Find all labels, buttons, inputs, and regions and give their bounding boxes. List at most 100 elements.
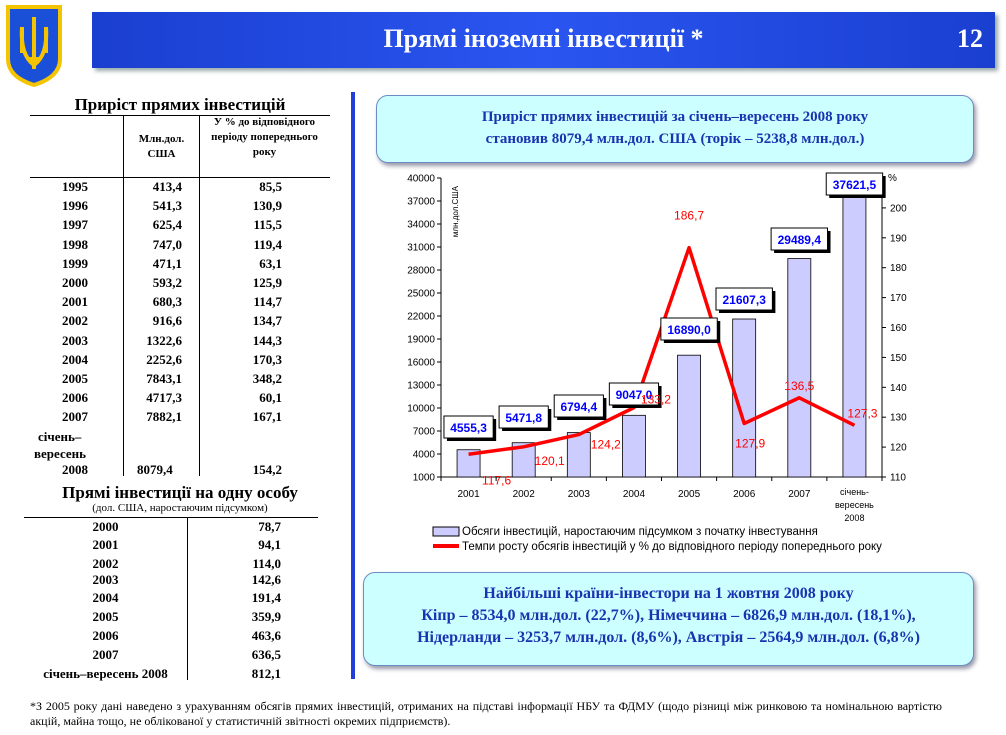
y-tick-label: 40000 xyxy=(407,174,435,185)
y2-tick-label: 120 xyxy=(890,443,907,454)
pct-cell: 144,3 xyxy=(252,332,282,348)
data-label-box xyxy=(770,227,829,251)
line-data-label: 117,6 xyxy=(482,473,511,487)
value-cell: 463,6 xyxy=(251,628,281,643)
period-cell: 2008 xyxy=(62,462,88,477)
x-tick-label: 2003 xyxy=(568,489,591,500)
value-cell: 636,5 xyxy=(251,647,281,662)
period-cell: 2003 xyxy=(92,572,119,587)
y-tick-label: 1000 xyxy=(413,473,436,484)
mln-cell: 916,6 xyxy=(152,313,182,329)
line-data-label: 136,5 xyxy=(784,379,814,393)
period-cell: 1995 xyxy=(62,179,88,194)
page-number: 12 xyxy=(957,24,983,53)
period-cell: 2001 xyxy=(62,294,88,310)
mln-cell: 7882,1 xyxy=(146,409,182,425)
period-cell: 2001 xyxy=(92,537,119,552)
summary-line: становив 8079,4 млн.дол. США (торік – 52… xyxy=(485,131,865,147)
legend-line-label: Темпи росту обсягів інвестицій у % до ві… xyxy=(462,541,882,553)
period-cell: 2000 xyxy=(62,275,88,290)
x-tick-label: січень- xyxy=(840,487,869,497)
vertical-divider xyxy=(351,92,355,679)
summary-line: Приріст прямих інвестицій за січень–вере… xyxy=(481,109,869,125)
mln-cell: 1322,6 xyxy=(146,332,182,348)
data-label-box xyxy=(660,317,718,341)
line-data-label: 186,7 xyxy=(674,209,704,223)
investment-chart: 1000 4000 7000 10000 13000 16000 19000 22000 250… xyxy=(407,172,907,553)
y2-tick-label: 150 xyxy=(890,353,907,364)
line-data-label: 120,1 xyxy=(535,454,565,468)
bar-data-label: 6794,4 xyxy=(560,400,597,414)
y-tick-label: 13000 xyxy=(407,381,435,392)
period-cell: 2004 xyxy=(92,590,119,605)
y2-tick-label: 110 xyxy=(890,473,906,484)
x-tick-label: 2004 xyxy=(623,489,646,500)
y-tick-label: 16000 xyxy=(407,358,435,369)
investors-line: Нідерланди – 3253,7 млн.дол. (8,6%), Авс… xyxy=(417,629,920,646)
bar xyxy=(842,195,867,478)
x-tick-label: 2001 xyxy=(457,489,480,500)
pct-cell: 134,7 xyxy=(252,313,282,329)
y-tick-label: 4000 xyxy=(413,450,436,461)
mln-cell: 4717,3 xyxy=(146,390,182,406)
divider xyxy=(30,177,330,178)
bar-data-label: 4555,3 xyxy=(450,421,487,435)
bar-data-label: 37621,5 xyxy=(833,178,877,192)
value-cell: 142,6 xyxy=(251,572,281,587)
pct-cell: 130,9 xyxy=(252,198,282,214)
bar xyxy=(677,354,701,478)
data-label-box xyxy=(443,415,494,439)
pct-cell: 115,5 xyxy=(253,217,282,233)
x-tick-label: 2008 xyxy=(844,513,864,523)
value-cell: 78,7 xyxy=(258,519,281,534)
investors-title: Найбільші країни-інвестори на 1 жовтня 2… xyxy=(483,585,854,602)
y-tick-label: 19000 xyxy=(407,335,435,346)
mln-cell: 625,4 xyxy=(152,217,182,233)
period-cell: 2007 xyxy=(92,647,119,662)
x-tick-label: 2002 xyxy=(513,489,536,500)
divider xyxy=(123,116,124,476)
slide-title: Прямі іноземні інвестиції * xyxy=(383,24,704,53)
bar xyxy=(511,442,536,478)
y-tick-label: 22000 xyxy=(407,312,435,323)
period-cell: 1998 xyxy=(62,236,88,252)
bar xyxy=(456,449,481,478)
divider xyxy=(187,518,188,680)
period-cell: січень–вересень 2008 xyxy=(43,666,168,681)
value-cell: 94,1 xyxy=(258,537,281,552)
bar xyxy=(622,414,646,478)
legend-bar-swatch xyxy=(432,526,460,537)
summary-box: Приріст прямих інвестицій за січень–вере… xyxy=(376,95,974,163)
pct-cell: 167,1 xyxy=(252,409,282,425)
header-bar: Прямі іноземні інвестиції * 12 xyxy=(92,12,995,68)
x-tick-label: 2007 xyxy=(788,489,811,500)
column-header-mln: Млн.дол. США xyxy=(138,133,185,160)
growth-table-title: Приріст прямих інвестицій xyxy=(74,95,286,114)
legend-bar-label: Обсяги інвестицій, наростаючим підсумком… xyxy=(462,526,818,538)
bar-data-label: 5471,8 xyxy=(505,411,542,425)
y-tick-label: 34000 xyxy=(407,220,435,231)
period-cell: 2006 xyxy=(92,628,119,643)
divider xyxy=(24,517,318,518)
mln-cell: 2252,6 xyxy=(146,351,182,367)
bar-data-label: 21607,3 xyxy=(722,293,766,307)
pct-cell: 154,2 xyxy=(252,462,282,477)
per-capita-table-subtitle: (дол. США, наростаючим підсумком) xyxy=(92,502,268,514)
data-label-box xyxy=(715,287,773,311)
period-cell: 2000 xyxy=(92,519,119,534)
period-cell: 2002 xyxy=(62,313,88,329)
y-tick-label: 28000 xyxy=(407,266,435,277)
mln-cell: 680,3 xyxy=(152,294,182,310)
y2-tick-label: 130 xyxy=(890,413,907,424)
line-data-label: 133,2 xyxy=(641,393,671,407)
bar xyxy=(732,318,757,478)
footnote: *З 2005 року дані наведено з урахуванням… xyxy=(30,699,942,728)
mln-cell: 471,1 xyxy=(152,255,182,271)
period-cell: 1999 xyxy=(62,255,88,271)
mln-cell: 747,0 xyxy=(152,236,182,252)
y-tick-label: 25000 xyxy=(407,289,435,300)
period-cell: 2005 xyxy=(92,609,119,624)
y-axis-label: млн.дол.США xyxy=(451,185,460,237)
pct-cell: 114,7 xyxy=(253,294,282,310)
y2-axis-label: % xyxy=(888,173,897,184)
